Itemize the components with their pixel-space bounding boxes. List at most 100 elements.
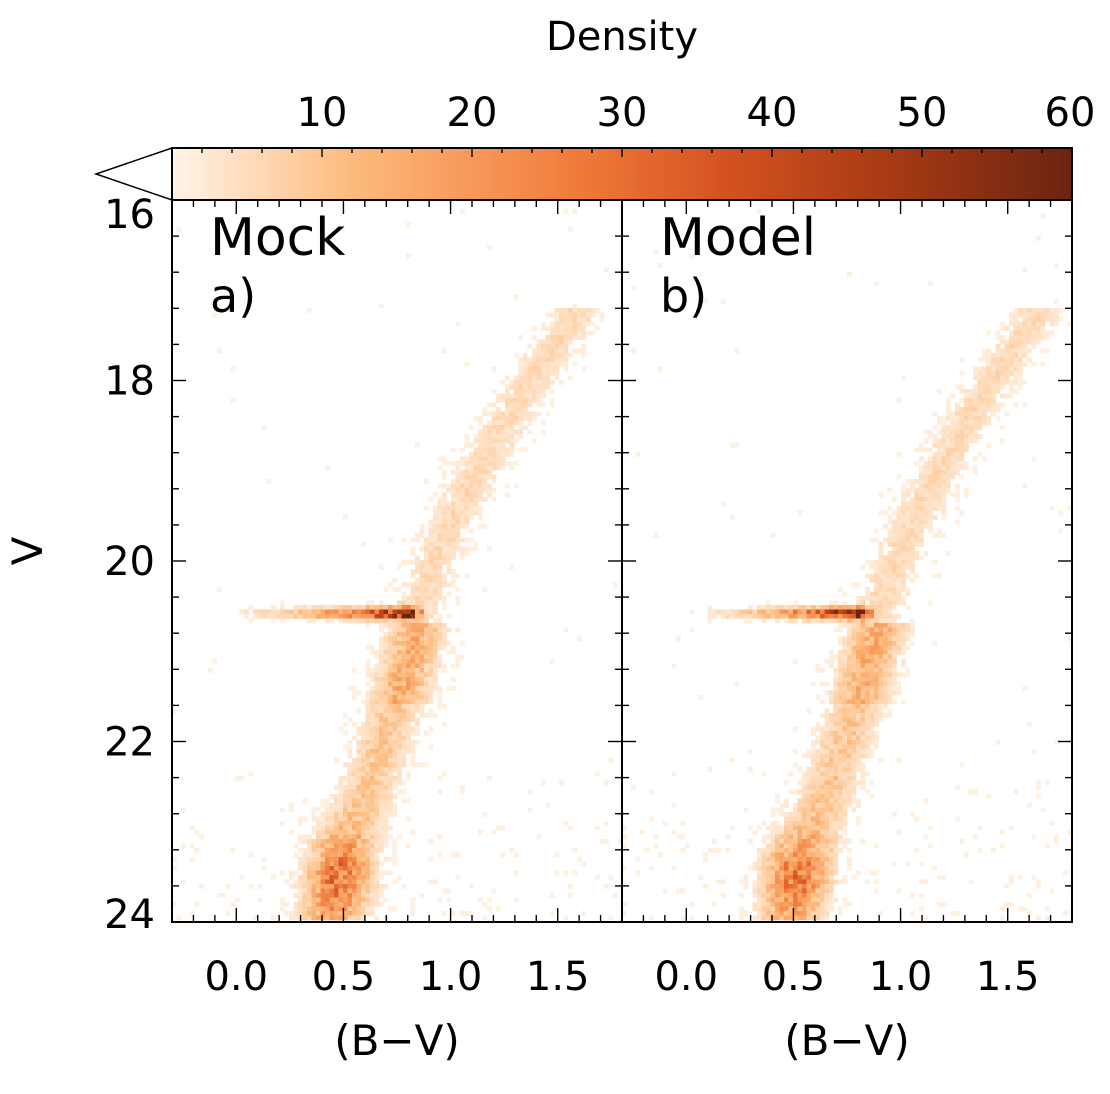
heatmap-cell <box>788 870 794 876</box>
heatmap-cell <box>320 812 326 817</box>
heatmap-cell <box>928 515 933 520</box>
heatmap-cell <box>851 758 857 763</box>
heatmap-cell <box>496 456 501 462</box>
heatmap-cell <box>887 609 893 615</box>
heatmap-cell <box>761 875 767 880</box>
heatmap-cell <box>356 870 362 876</box>
heatmap-cell <box>347 906 353 912</box>
heatmap-cell <box>302 861 308 867</box>
heatmap-cell <box>392 717 398 723</box>
heatmap-cell <box>1036 312 1041 318</box>
heatmap-cell <box>356 780 362 786</box>
heatmap-cell <box>874 582 879 588</box>
heatmap-cell <box>410 704 416 709</box>
heatmap-cell <box>923 470 929 475</box>
heatmap-cell <box>406 735 411 741</box>
heatmap-cell <box>415 686 420 691</box>
heatmap-cell <box>442 600 447 606</box>
heatmap-cell <box>347 605 353 610</box>
heatmap-cell <box>802 852 807 858</box>
heatmap-cell <box>833 605 839 610</box>
heatmap-cell <box>1013 357 1019 363</box>
heatmap-cell <box>869 794 875 799</box>
heatmap-cell <box>1013 362 1019 367</box>
heatmap-cell <box>815 789 821 795</box>
heatmap-cell <box>374 794 380 799</box>
heatmap-cell <box>928 843 933 849</box>
heatmap-cell <box>797 609 803 615</box>
heatmap-cell <box>370 888 375 894</box>
heatmap-cell <box>487 465 492 471</box>
heatmap-cell <box>946 461 951 466</box>
heatmap-cell <box>523 362 528 367</box>
heatmap-cell <box>779 807 785 813</box>
heatmap-cell <box>1036 326 1041 331</box>
heatmap-cell <box>1031 749 1037 754</box>
heatmap-cell <box>887 600 893 606</box>
heatmap-cell <box>833 722 839 727</box>
heatmap-cell <box>559 321 564 327</box>
heatmap-cell <box>392 749 398 754</box>
heatmap-cell <box>365 888 371 894</box>
heatmap-cell <box>545 411 551 417</box>
heatmap-cell <box>401 632 407 637</box>
heatmap-cell <box>554 357 560 363</box>
heatmap-cell <box>527 362 533 367</box>
heatmap-cell <box>856 803 861 808</box>
heatmap-cell <box>784 893 789 898</box>
heatmap-cell <box>761 605 767 610</box>
heatmap-cell <box>527 416 533 421</box>
heatmap-cell <box>901 533 906 538</box>
heatmap-cell <box>824 681 830 687</box>
heatmap-cell <box>802 843 807 849</box>
heatmap-cell <box>955 497 960 502</box>
heatmap-cell <box>1049 321 1055 327</box>
heatmap-cell <box>415 690 420 696</box>
heatmap-cell <box>316 614 321 619</box>
heatmap-cell <box>487 483 492 489</box>
heatmap-cell <box>766 843 771 849</box>
heatmap-cell <box>892 569 897 574</box>
heatmap-cell <box>365 618 371 624</box>
heatmap-cell <box>388 623 393 628</box>
heatmap-cell <box>415 668 420 673</box>
heatmap-cell <box>874 713 879 718</box>
heatmap-cell <box>748 866 753 871</box>
heatmap-cell <box>950 470 956 475</box>
heatmap-cell <box>901 492 906 498</box>
frame-model <box>621 199 1073 923</box>
heatmap-cell <box>910 501 915 507</box>
heatmap-cell <box>860 740 866 745</box>
heatmap-cell <box>428 596 434 601</box>
heatmap-cell <box>356 609 362 615</box>
heatmap-cell <box>343 515 348 520</box>
heatmap-cell <box>356 879 362 885</box>
heatmap-cell <box>784 816 789 822</box>
heatmap-cell <box>761 848 767 853</box>
heatmap-cell <box>878 668 884 673</box>
heatmap-cell <box>347 848 353 853</box>
heatmap-cell <box>824 785 830 790</box>
heatmap-cell <box>815 780 821 786</box>
heatmap-cell <box>343 879 348 885</box>
heatmap-cell <box>361 749 366 754</box>
heatmap-cell <box>401 600 407 606</box>
heatmap-cell <box>946 470 951 475</box>
heatmap-cell <box>365 605 371 610</box>
heatmap-cell <box>509 384 515 390</box>
heatmap-cell <box>311 830 317 835</box>
heatmap-cell <box>424 695 429 700</box>
heatmap-cell <box>401 713 407 718</box>
heatmap-cell <box>932 411 938 417</box>
heatmap-cell <box>802 879 807 885</box>
heatmap-cell <box>383 744 389 750</box>
heatmap-cell <box>527 344 533 349</box>
heatmap-cell <box>784 834 789 840</box>
heatmap-cell <box>455 537 461 543</box>
heatmap-cell <box>329 830 335 835</box>
heatmap-cell <box>446 483 452 489</box>
heatmap-cell <box>352 609 357 615</box>
heatmap-cell <box>365 852 371 858</box>
heatmap-cell <box>343 713 348 718</box>
heatmap-cell <box>347 789 353 795</box>
